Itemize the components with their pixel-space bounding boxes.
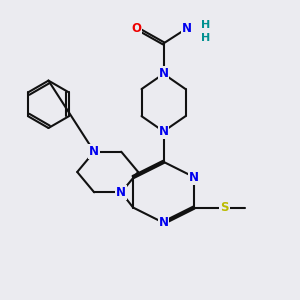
Text: S: S (220, 201, 229, 214)
Text: N: N (116, 186, 126, 199)
Text: N: N (189, 171, 199, 184)
Text: N: N (158, 216, 169, 229)
Text: N: N (158, 68, 169, 80)
Text: N: N (182, 22, 192, 35)
Text: N: N (89, 145, 99, 158)
Text: H: H (201, 33, 211, 43)
Text: O: O (131, 22, 142, 35)
Text: N: N (158, 125, 169, 138)
Text: H: H (201, 20, 211, 30)
